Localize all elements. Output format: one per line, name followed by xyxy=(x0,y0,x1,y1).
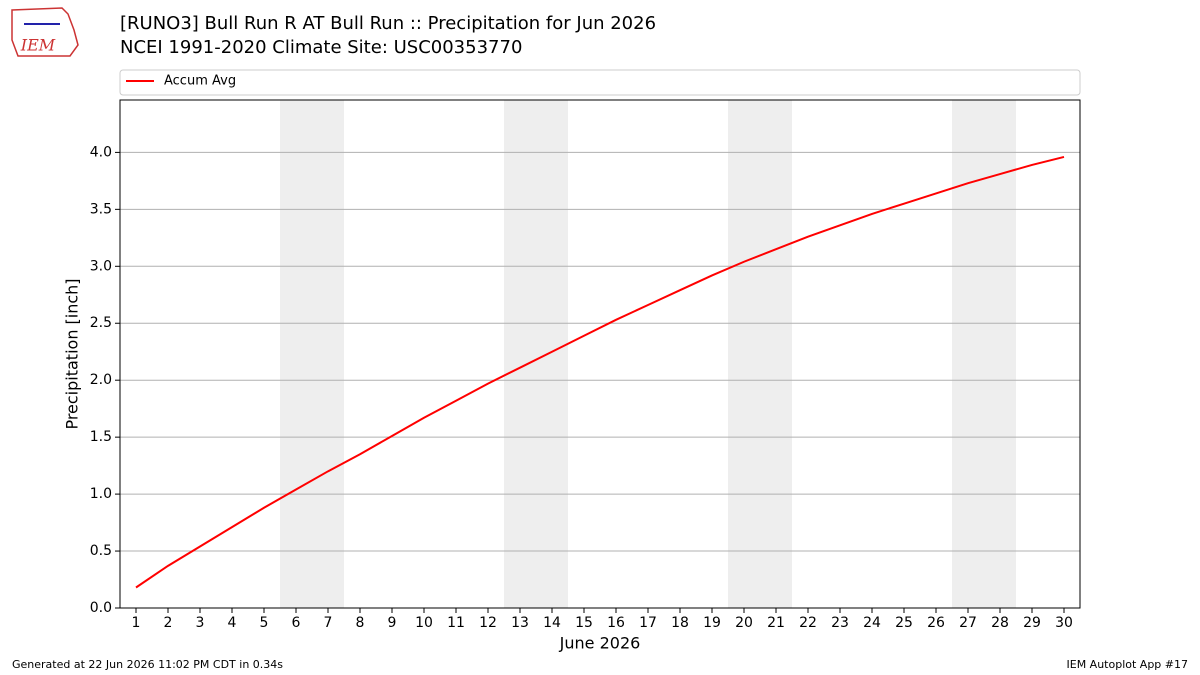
x-tick-label: 21 xyxy=(767,615,785,631)
y-tick-label: 3.0 xyxy=(90,258,112,274)
x-tick-label: 28 xyxy=(991,615,1009,631)
x-tick-label: 22 xyxy=(799,615,817,631)
data-line xyxy=(135,155,1065,589)
x-tick-label: 29 xyxy=(1023,615,1041,631)
weekend-shade xyxy=(504,100,568,608)
x-tick-label: 4 xyxy=(228,615,237,631)
x-tick-label: 25 xyxy=(895,615,913,631)
logo-outline xyxy=(11,7,79,57)
x-tick-label: 3 xyxy=(196,615,205,631)
x-tick-label: 27 xyxy=(959,615,977,631)
footer-right: IEM Autoplot App #17 xyxy=(1067,658,1189,671)
x-tick-label: 26 xyxy=(927,615,945,631)
x-tick-label: 9 xyxy=(388,615,397,631)
x-tick-label: 24 xyxy=(863,615,881,631)
x-tick-label: 23 xyxy=(831,615,849,631)
plot-area xyxy=(120,100,1080,608)
x-tick-label: 12 xyxy=(479,615,497,631)
plot-frame xyxy=(119,99,1081,609)
x-tick-label: 18 xyxy=(671,615,689,631)
y-tick-label: 1.5 xyxy=(90,429,112,445)
x-tick-label: 14 xyxy=(543,615,561,631)
footer-left: Generated at 22 Jun 2026 11:02 PM CDT in… xyxy=(12,658,283,671)
x-tick-label: 19 xyxy=(703,615,721,631)
x-tick-label: 16 xyxy=(607,615,625,631)
x-tick-label: 5 xyxy=(260,615,269,631)
legend-label: Accum Avg xyxy=(164,74,236,89)
x-tick-label: 2 xyxy=(164,615,173,631)
x-tick-label: 30 xyxy=(1055,615,1073,631)
x-tick-label: 10 xyxy=(415,615,433,631)
x-tick-label: 15 xyxy=(575,615,593,631)
weekend-shade xyxy=(280,100,344,608)
x-tick-label: 11 xyxy=(447,615,465,631)
x-tick-label: 7 xyxy=(324,615,333,631)
logo: IEM xyxy=(11,7,79,57)
y-tick-label: 2.0 xyxy=(90,372,112,388)
logo-text: IEM xyxy=(20,36,56,55)
y-tick-label: 3.5 xyxy=(90,201,112,217)
y-tick-label: 1.0 xyxy=(90,486,112,502)
y-axis-label: Precipitation [inch] xyxy=(63,278,82,429)
x-tick-label: 6 xyxy=(292,615,301,631)
weekend-shade xyxy=(728,100,792,608)
x-tick-label: 13 xyxy=(511,615,529,631)
x-axis-label: June 2026 xyxy=(559,634,641,653)
y-tick-label: 4.0 xyxy=(90,144,112,160)
x-tick-label: 8 xyxy=(356,615,365,631)
x-tick-label: 1 xyxy=(132,615,141,631)
x-tick-label: 20 xyxy=(735,615,753,631)
chart-subtitle: NCEI 1991-2020 Climate Site: USC00353770 xyxy=(120,37,522,58)
legend-box xyxy=(119,69,1081,96)
chart-title: [RUNO3] Bull Run R AT Bull Run :: Precip… xyxy=(120,13,656,34)
y-tick-label: 0.5 xyxy=(90,543,112,559)
y-tick-label: 0.0 xyxy=(90,600,112,616)
weekend-shade xyxy=(952,100,1016,608)
y-tick-label: 2.5 xyxy=(90,315,112,331)
x-tick-label: 17 xyxy=(639,615,657,631)
